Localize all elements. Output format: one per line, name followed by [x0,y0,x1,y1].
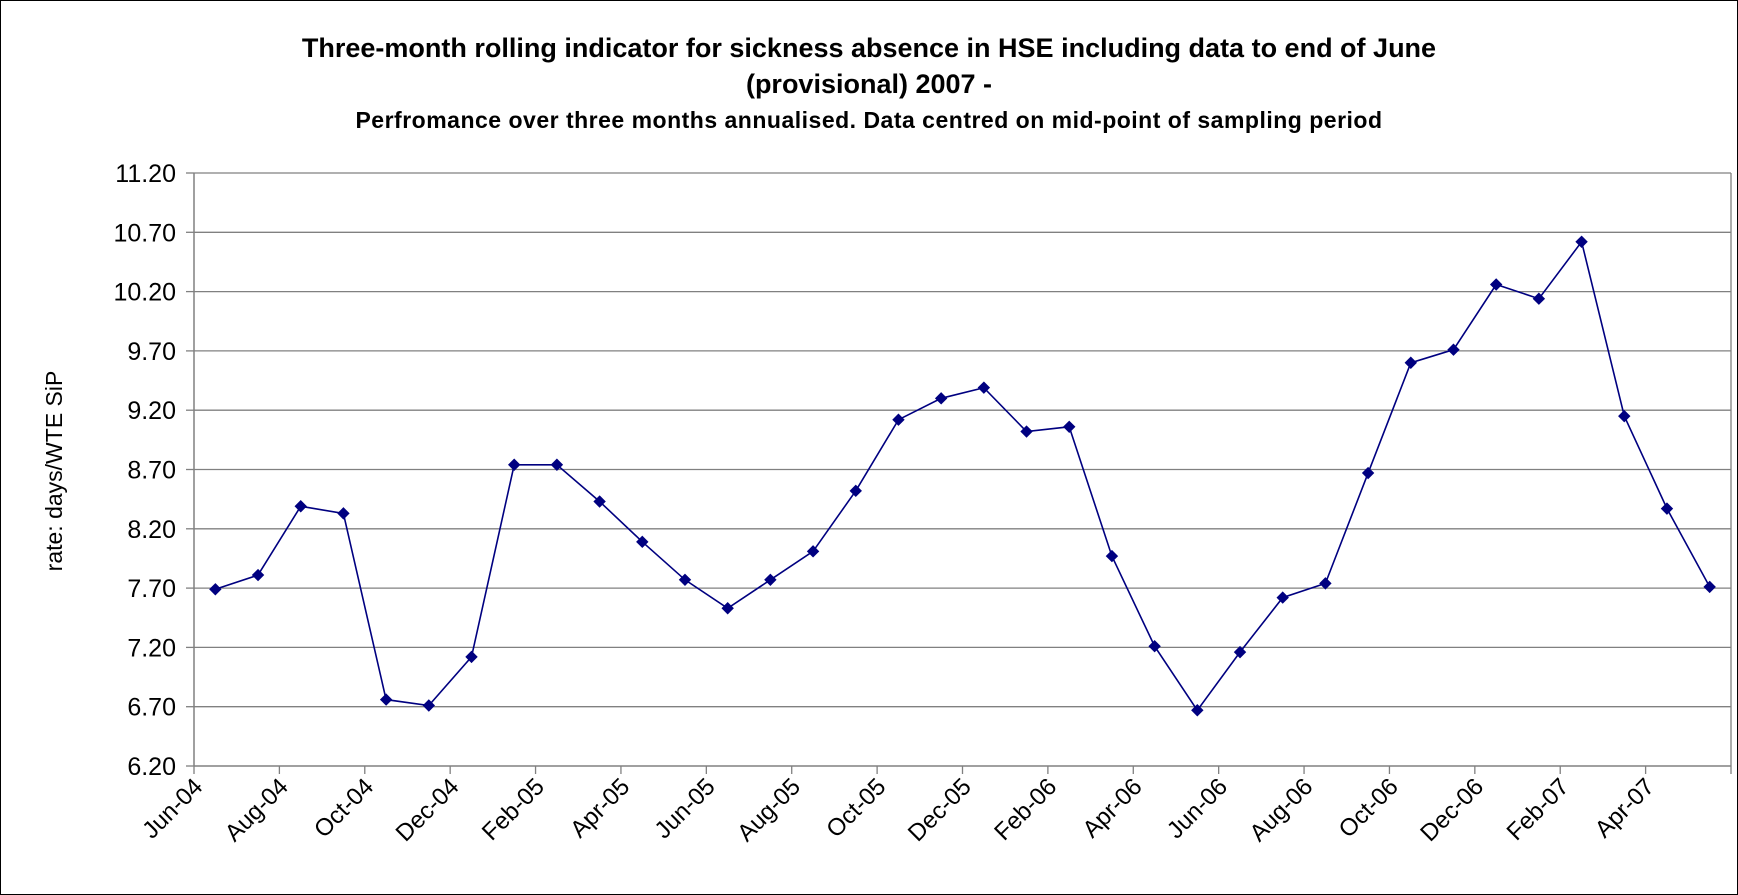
data-point [210,584,221,595]
x-tick-label: Jun-04 [137,773,208,844]
x-tick-label: Jun-06 [1162,773,1233,844]
data-point [1619,411,1630,422]
data-point [1064,421,1075,432]
data-point [295,501,306,512]
y-tick-label: 7.20 [127,634,176,662]
x-tick-label: Apr-07 [1590,773,1660,843]
data-point [1491,279,1502,290]
x-tick-label: Aug-06 [1244,773,1318,847]
y-axis-label: rate: days/WTE SiP [41,371,67,572]
y-tick-label: 6.20 [127,753,176,781]
x-tick-labels: Jun-04 Aug-04 Oct-04 Dec-04 Feb-05 Apr-05 Jun-… [137,773,1660,847]
y-tick-label: 10.20 [113,279,176,307]
y-tick-label: 7.70 [127,575,176,603]
x-tick-label: Feb-07 [1502,773,1575,846]
data-point [1448,344,1459,355]
x-tick-label: Oct-06 [1334,773,1404,843]
data-point [722,603,733,614]
x-tick-label: Dec-04 [391,773,465,847]
y-tick-label: 8.20 [127,516,176,544]
y-tick-label: 6.70 [127,694,176,722]
x-tick-label: Dec-06 [1415,773,1489,847]
y-tick-label: 9.70 [127,338,176,366]
data-point [893,414,904,425]
x-tick-label: Apr-06 [1077,773,1147,843]
x-tick-label: Feb-05 [477,773,550,846]
series [210,236,1715,715]
data-point [1405,357,1416,368]
data-point [850,485,861,496]
x-tick-label: Feb-06 [989,773,1062,846]
x-tick-label: Oct-05 [821,773,891,843]
y-tick-label: 9.20 [127,397,176,425]
x-tick-label: Oct-04 [309,773,379,843]
data-point [1661,503,1672,514]
data-point [1320,578,1331,589]
series-line [215,242,1709,711]
data-point [936,393,947,404]
axes [186,173,1731,774]
gridlines [194,173,1731,707]
x-tick-label: Aug-04 [220,773,294,847]
x-tick-label: Apr-05 [565,773,635,843]
y-tick-labels: 6.20 6.70 7.20 7.70 8.20 8.70 9.20 9.70 10.20 10.… [113,160,176,781]
data-point [808,546,819,557]
data-point [509,459,520,470]
data-point [253,570,264,581]
x-tick-label: Aug-05 [732,773,806,847]
data-point [765,574,776,585]
x-tick-label: Dec-05 [903,773,977,847]
x-tick-label: Jun-05 [650,773,721,844]
y-tick-label: 10.70 [113,219,176,247]
y-tick-label: 11.20 [115,160,176,188]
data-point [1149,641,1160,652]
data-point [381,694,392,705]
data-point [1106,551,1117,562]
y-tick-label: 8.70 [127,457,176,485]
data-point [1704,581,1715,592]
data-point [338,508,349,519]
data-point [1576,236,1587,247]
